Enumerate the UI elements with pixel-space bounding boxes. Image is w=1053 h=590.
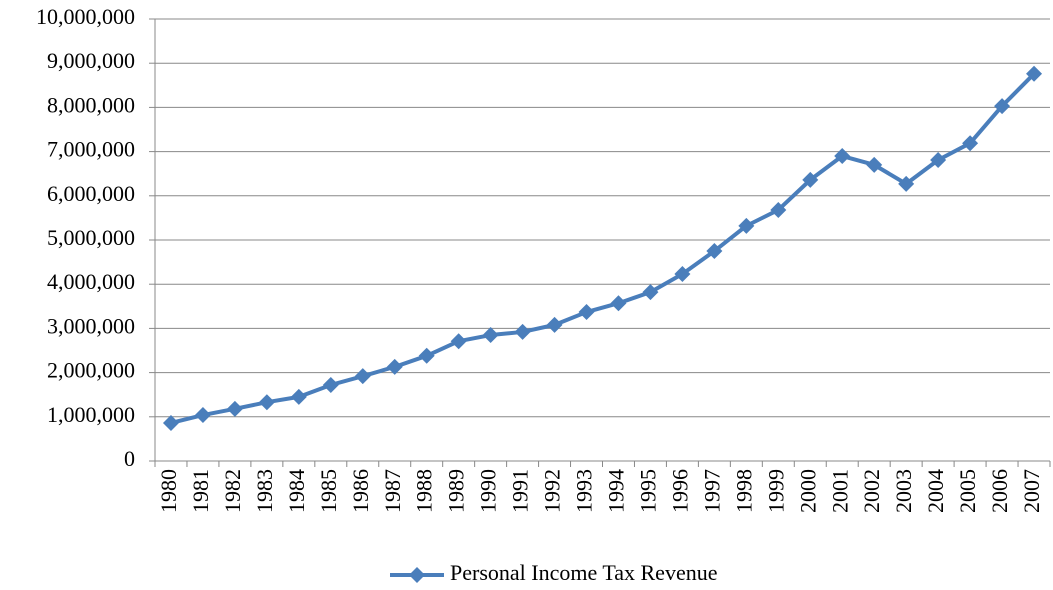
y-tick-label: 0 xyxy=(124,446,135,471)
data-marker xyxy=(322,376,339,393)
data-marker xyxy=(578,304,595,321)
y-tick-label: 7,000,000 xyxy=(47,137,135,162)
x-tick-label: 2003 xyxy=(891,469,916,513)
data-marker xyxy=(930,151,947,168)
data-marker xyxy=(258,394,275,411)
x-tick-label: 2000 xyxy=(795,469,820,513)
y-tick-label: 2,000,000 xyxy=(47,358,135,383)
data-marker xyxy=(162,414,179,431)
data-marker xyxy=(834,148,851,165)
data-marker xyxy=(898,175,915,192)
data-marker xyxy=(802,171,819,188)
y-tick-label: 1,000,000 xyxy=(47,402,135,427)
data-marker xyxy=(706,243,723,260)
y-tick-label: 9,000,000 xyxy=(47,48,135,73)
x-tick-label: 1991 xyxy=(508,469,533,513)
x-tick-label: 1980 xyxy=(156,469,181,513)
data-marker xyxy=(546,316,563,333)
x-tick-label: 1988 xyxy=(412,469,437,513)
data-marker xyxy=(418,347,435,364)
y-tick-label: 4,000,000 xyxy=(47,269,135,294)
data-marker xyxy=(962,135,979,152)
x-tick-label: 2002 xyxy=(859,469,884,513)
x-tick-label: 1987 xyxy=(380,469,405,513)
x-tick-label: 1998 xyxy=(731,469,756,513)
y-tick-label: 3,000,000 xyxy=(47,313,135,338)
data-marker xyxy=(674,266,691,283)
x-tick-label: 1993 xyxy=(572,469,597,513)
y-tick-label: 10,000,000 xyxy=(36,4,135,29)
x-tick-label: 1985 xyxy=(316,469,341,513)
y-tick-label: 8,000,000 xyxy=(47,92,135,117)
data-marker xyxy=(610,295,627,312)
x-tick-label: 2004 xyxy=(923,469,948,513)
data-marker xyxy=(514,323,531,340)
data-marker xyxy=(770,201,787,218)
x-tick-label: 1982 xyxy=(220,469,245,513)
x-tick-label: 1984 xyxy=(284,469,309,513)
data-marker xyxy=(642,284,659,301)
x-tick-label: 2001 xyxy=(827,469,852,513)
data-marker xyxy=(290,388,307,405)
data-marker xyxy=(194,407,211,424)
x-tick-label: 2007 xyxy=(1019,469,1044,513)
data-marker xyxy=(450,333,467,350)
data-marker xyxy=(354,368,371,385)
data-marker xyxy=(386,358,403,375)
x-tick-label: 1990 xyxy=(476,469,501,513)
legend-label: Personal Income Tax Revenue xyxy=(450,560,717,585)
x-tick-label: 1983 xyxy=(252,469,277,513)
data-marker xyxy=(866,156,883,173)
y-tick-label: 6,000,000 xyxy=(47,181,135,206)
legend-marker xyxy=(409,567,425,583)
data-marker xyxy=(226,400,243,417)
data-marker xyxy=(482,327,499,344)
data-marker xyxy=(994,98,1011,115)
x-tick-label: 1999 xyxy=(763,469,788,513)
x-tick-label: 1981 xyxy=(188,469,213,513)
x-tick-label: 1989 xyxy=(444,469,469,513)
data-marker xyxy=(1026,65,1043,82)
x-tick-label: 1996 xyxy=(667,469,692,513)
data-marker xyxy=(738,217,755,234)
x-tick-label: 1992 xyxy=(540,469,565,513)
x-tick-label: 1995 xyxy=(635,469,660,513)
y-tick-label: 5,000,000 xyxy=(47,225,135,250)
x-tick-label: 1986 xyxy=(348,469,373,513)
x-tick-label: 2006 xyxy=(987,469,1012,513)
x-tick-label: 1994 xyxy=(604,469,629,513)
x-tick-label: 1997 xyxy=(699,469,724,513)
data-line xyxy=(170,72,1036,425)
x-tick-label: 2005 xyxy=(955,469,980,513)
